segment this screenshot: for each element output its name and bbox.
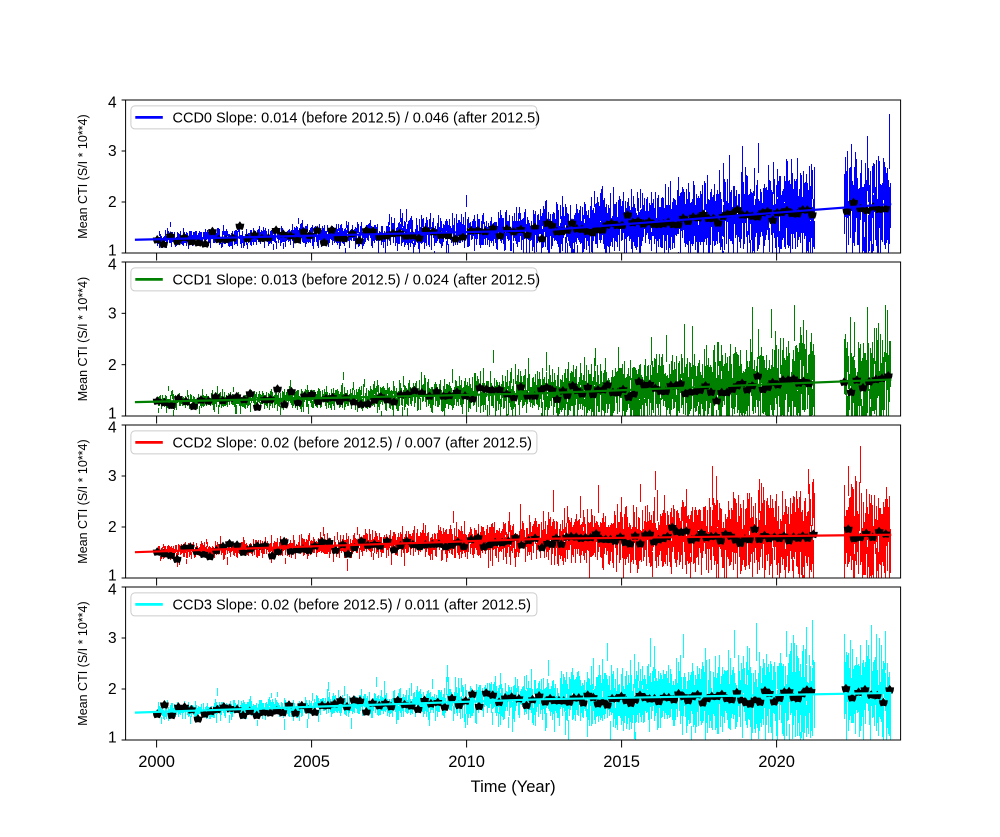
svg-text:2: 2 <box>108 681 117 698</box>
svg-text:CCD0 Slope: 0.014 (before 2012: CCD0 Slope: 0.014 (before 2012.5) / 0.04… <box>173 110 541 126</box>
svg-text:CCD2 Slope: 0.02 (before 2012.: CCD2 Slope: 0.02 (before 2012.5) / 0.007… <box>173 435 533 451</box>
svg-text:3: 3 <box>108 468 117 485</box>
svg-text:2010: 2010 <box>448 753 485 771</box>
svg-text:4: 4 <box>108 420 117 437</box>
svg-text:CCD3 Slope: 0.02 (before 2012.: CCD3 Slope: 0.02 (before 2012.5) / 0.011… <box>173 597 531 613</box>
svg-text:3: 3 <box>108 306 117 323</box>
svg-text:4: 4 <box>108 582 117 599</box>
svg-text:2000: 2000 <box>138 753 175 771</box>
svg-text:4: 4 <box>108 95 117 112</box>
svg-text:2015: 2015 <box>603 753 640 771</box>
svg-text:Mean CTI (S/I * 10**4): Mean CTI (S/I * 10**4) <box>76 601 90 725</box>
svg-text:3: 3 <box>108 630 117 647</box>
svg-text:Mean CTI (S/I * 10**4): Mean CTI (S/I * 10**4) <box>76 114 90 238</box>
svg-text:CCD1 Slope: 0.013 (before 2012: CCD1 Slope: 0.013 (before 2012.5) / 0.02… <box>173 272 541 288</box>
svg-text:Mean CTI (S/I * 10**4): Mean CTI (S/I * 10**4) <box>76 277 90 401</box>
svg-text:2: 2 <box>108 519 117 536</box>
svg-text:2005: 2005 <box>293 753 330 771</box>
svg-text:Mean CTI (S/I * 10**4): Mean CTI (S/I * 10**4) <box>76 439 90 563</box>
svg-text:4: 4 <box>108 257 117 274</box>
svg-text:3: 3 <box>108 143 117 160</box>
svg-text:Time (Year): Time (Year) <box>471 778 556 796</box>
svg-text:2: 2 <box>108 194 117 211</box>
svg-text:2020: 2020 <box>758 753 795 771</box>
svg-text:1: 1 <box>108 730 117 747</box>
svg-text:2: 2 <box>108 357 117 374</box>
